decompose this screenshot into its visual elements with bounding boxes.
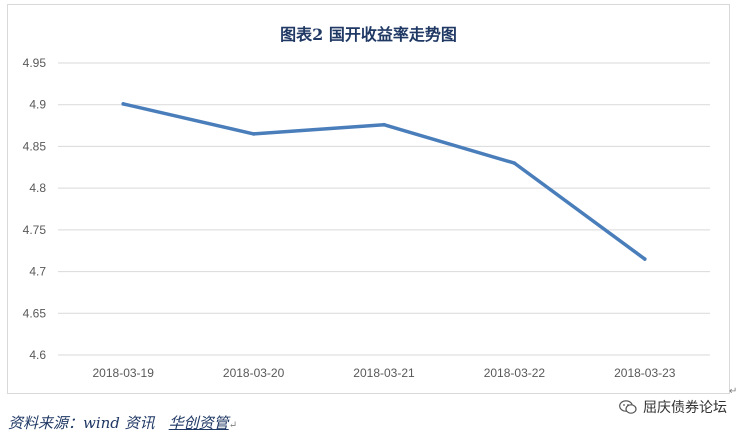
line-chart: 4.64.654.74.754.84.854.94.95 2018-03-19 2…: [23, 56, 710, 380]
x-tick-label: 2018-03-22: [484, 366, 546, 380]
return-symbol: ↵: [228, 420, 238, 431]
y-tick-label: 4.7: [29, 265, 46, 279]
data-point: [382, 122, 386, 127]
wechat-icon: [619, 400, 637, 414]
chart-title: 图表2 国开收益率走势图: [280, 25, 457, 44]
gridlines: [58, 62, 710, 356]
y-tick-label: 4.75: [23, 223, 47, 237]
y-tick-label: 4.95: [23, 56, 47, 70]
y-tick-label: 4.6: [29, 348, 46, 362]
x-tick-label: 2018-03-21: [353, 366, 415, 380]
chart-frame: 图表2 国开收益率走势图: [7, 4, 730, 394]
y-axis-labels: 4.6 4.65 4.7 4.75 4.8 4.85 4.9 4.95: [23, 56, 47, 362]
return-symbol: ↵: [729, 386, 738, 397]
y-tick-label: 4.9: [29, 98, 46, 112]
series-line-group: [121, 102, 647, 261]
x-tick-label: 2018-03-19: [93, 366, 155, 380]
x-tick-label: 2018-03-23: [614, 366, 676, 380]
data-point: [251, 132, 256, 136]
y-tick-label: 4.65: [23, 306, 47, 320]
series-line: [121, 102, 647, 261]
source-label: 资料来源：wind 资讯: [8, 414, 155, 432]
source-caption: 资料来源：wind 资讯 华创资管↵: [8, 412, 237, 433]
y-tick-label: 4.85: [23, 139, 47, 153]
y-tick-label: 4.8: [29, 181, 46, 195]
brand-name: 屈庆债券论坛: [643, 400, 727, 416]
data-point: [121, 102, 125, 106]
data-point: [643, 257, 647, 261]
data-point: [512, 161, 517, 165]
brand-watermark: 屈庆债券论坛: [619, 395, 727, 419]
x-tick-label: 2018-03-20: [223, 366, 285, 380]
source-author: 华创资管: [168, 414, 229, 432]
x-axis-labels: 2018-03-19 2018-03-20 2018-03-21 2018-03-22…: [93, 366, 676, 380]
